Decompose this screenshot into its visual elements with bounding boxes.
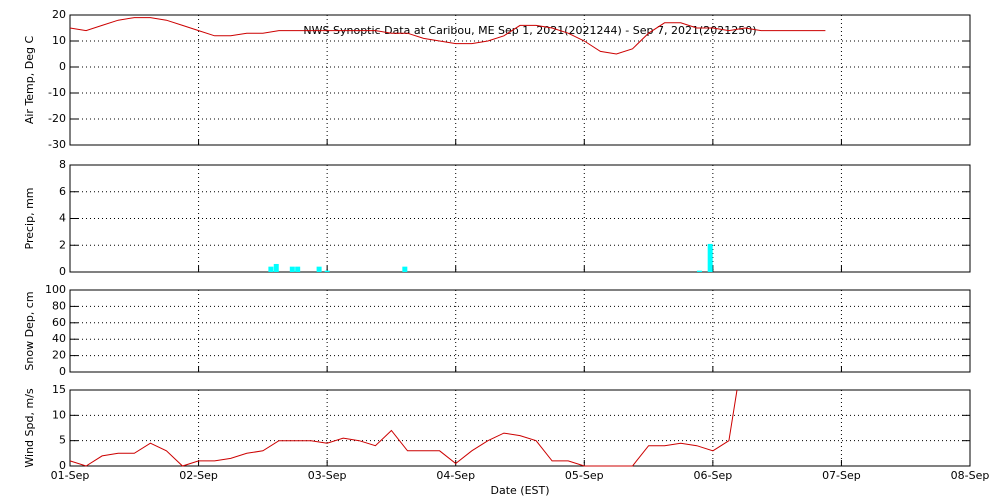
y-tick-label: 80 — [52, 299, 66, 312]
bar — [324, 270, 330, 272]
y-tick-label: 40 — [52, 332, 66, 345]
x-tick-label: 08-Sep — [951, 469, 990, 482]
y-axis-label: Precip, mm — [23, 188, 36, 250]
bar — [289, 266, 295, 272]
y-tick-label: 15 — [52, 383, 66, 396]
y-tick-label: 6 — [59, 185, 66, 198]
y-tick-label: -30 — [48, 138, 66, 151]
bar — [295, 266, 301, 272]
y-axis-label: Wind Spd, m/s — [23, 388, 36, 468]
y-tick-label: 10 — [52, 34, 66, 47]
y-tick-label: 60 — [52, 316, 66, 329]
y-tick-label: -10 — [48, 86, 66, 99]
plot-frame — [69, 14, 971, 146]
bar — [273, 263, 279, 272]
x-tick-label: 07-Sep — [822, 469, 861, 482]
y-tick-label: 100 — [45, 283, 66, 296]
y-tick-label: 10 — [52, 408, 66, 421]
chart-title: NWS Synoptic Data at Caribou, ME Sep 1, … — [303, 24, 756, 37]
bar — [268, 266, 274, 272]
x-tick-label: 05-Sep — [565, 469, 604, 482]
y-tick-label: 0 — [59, 265, 66, 278]
y-tick-label: 5 — [59, 434, 66, 447]
x-axis-label: Date (EST) — [490, 484, 549, 497]
bar — [696, 270, 702, 272]
y-tick-label: 0 — [59, 365, 66, 378]
y-tick-label: 20 — [52, 8, 66, 21]
bar — [316, 266, 322, 272]
data-line — [69, 389, 738, 467]
data-line — [69, 17, 826, 55]
y-tick-label: 2 — [59, 238, 66, 251]
plot-frame — [69, 289, 971, 373]
y-axis-label: Air Temp, Deg C — [23, 36, 36, 125]
x-tick-label: 02-Sep — [179, 469, 218, 482]
x-tick-label: 03-Sep — [308, 469, 347, 482]
y-tick-label: -20 — [48, 112, 66, 125]
y-axis-label: Snow Dep, cm — [23, 291, 36, 370]
x-tick-label: 06-Sep — [694, 469, 733, 482]
y-tick-label: 20 — [52, 349, 66, 362]
plot-frame — [69, 389, 971, 467]
y-tick-label: 0 — [59, 60, 66, 73]
x-tick-label: 01-Sep — [51, 469, 90, 482]
x-tick-label: 04-Sep — [436, 469, 475, 482]
bar — [707, 243, 713, 272]
y-tick-label: 8 — [59, 158, 66, 171]
y-tick-label: 4 — [59, 212, 66, 225]
y-tick-label: 0 — [59, 459, 66, 472]
plot-frame — [69, 164, 971, 273]
bar — [402, 266, 408, 272]
